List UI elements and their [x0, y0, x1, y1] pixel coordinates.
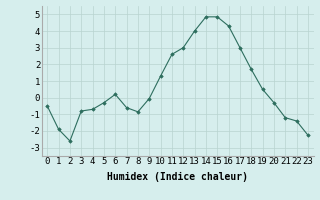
- X-axis label: Humidex (Indice chaleur): Humidex (Indice chaleur): [107, 172, 248, 182]
